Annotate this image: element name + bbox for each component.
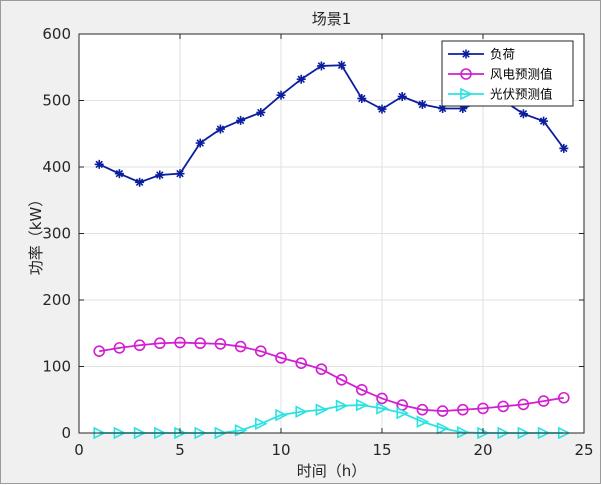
data-point bbox=[214, 338, 227, 350]
y-tick-label: 300 bbox=[42, 225, 71, 243]
data-point bbox=[275, 352, 287, 364]
axis-ticks: 0 5 10 15 20 25 0 100 200 300 400 500 600 bbox=[42, 25, 593, 459]
data-point bbox=[93, 345, 105, 358]
data-point bbox=[397, 92, 407, 102]
y-tick-label: 0 bbox=[61, 424, 71, 442]
data-point bbox=[559, 143, 569, 153]
data-point bbox=[113, 342, 126, 354]
data-point bbox=[377, 104, 387, 114]
data-point bbox=[114, 169, 124, 179]
data-point bbox=[295, 357, 308, 369]
data-point bbox=[417, 99, 427, 109]
data-point bbox=[315, 363, 328, 375]
data-point bbox=[154, 337, 166, 350]
data-point bbox=[518, 109, 528, 119]
data-point bbox=[376, 392, 388, 405]
y-tick-label: 400 bbox=[42, 158, 71, 176]
data-point bbox=[256, 107, 266, 117]
data-point bbox=[234, 340, 247, 353]
x-axis-label: 时间（h） bbox=[297, 462, 367, 480]
x-tick-label: 5 bbox=[175, 441, 185, 459]
y-tick-label: 600 bbox=[42, 25, 71, 43]
legend-label: 风电预测值 bbox=[490, 67, 553, 82]
data-point bbox=[436, 405, 449, 417]
data-point bbox=[355, 383, 368, 396]
legend-item[interactable]: 光伏预测值 bbox=[448, 87, 553, 102]
data-point bbox=[355, 398, 369, 412]
data-point bbox=[175, 169, 185, 179]
data-point bbox=[195, 138, 205, 148]
data-point bbox=[376, 402, 389, 415]
data-point bbox=[456, 403, 469, 416]
legend-label: 负荷 bbox=[490, 47, 515, 62]
data-point bbox=[236, 115, 246, 125]
data-point bbox=[215, 124, 225, 134]
legend-marker bbox=[461, 49, 471, 59]
data-point bbox=[539, 116, 549, 126]
y-tick-label: 200 bbox=[42, 291, 71, 309]
data-point bbox=[477, 402, 489, 415]
x-tick-label: 20 bbox=[473, 441, 492, 459]
data-point bbox=[94, 159, 104, 169]
data-point bbox=[436, 422, 450, 435]
data-point bbox=[335, 399, 349, 413]
data-point bbox=[254, 345, 267, 358]
data-point bbox=[396, 406, 409, 420]
data-point bbox=[315, 403, 329, 417]
chart-title: 场景1 bbox=[312, 10, 352, 28]
data-point bbox=[133, 339, 146, 352]
data-point bbox=[255, 417, 268, 430]
data-point bbox=[456, 426, 470, 439]
legend-label: 光伏预测值 bbox=[490, 87, 553, 102]
legend-marker bbox=[460, 87, 473, 101]
data-point bbox=[557, 391, 570, 404]
x-tick-label: 10 bbox=[271, 441, 290, 459]
data-point bbox=[416, 403, 429, 416]
y-tick-label: 100 bbox=[42, 358, 71, 376]
data-point bbox=[275, 408, 288, 422]
legend-marker bbox=[460, 68, 472, 80]
data-point bbox=[135, 177, 145, 187]
series-line bbox=[99, 341, 564, 412]
legend-item[interactable]: 风电预测值 bbox=[448, 67, 553, 82]
x-tick-label: 25 bbox=[574, 441, 593, 459]
x-tick-label: 15 bbox=[372, 441, 391, 459]
data-point bbox=[316, 61, 326, 71]
legend-item[interactable]: 负荷 bbox=[448, 47, 515, 62]
data-point bbox=[497, 400, 510, 413]
series-1 bbox=[93, 336, 570, 417]
data-point bbox=[276, 90, 286, 100]
y-tick-label: 500 bbox=[42, 92, 71, 110]
y-axis-label: 功率（kW） bbox=[27, 192, 45, 276]
data-point bbox=[295, 405, 308, 419]
data-point bbox=[155, 170, 165, 180]
data-point bbox=[335, 373, 348, 386]
data-point bbox=[416, 415, 430, 428]
data-point bbox=[357, 94, 367, 104]
data-point bbox=[174, 336, 186, 349]
data-point bbox=[337, 60, 347, 70]
data-point bbox=[517, 398, 530, 411]
data-point bbox=[194, 337, 206, 350]
x-tick-label: 0 bbox=[74, 441, 84, 459]
data-point bbox=[537, 395, 550, 407]
grid-lines bbox=[78, 33, 585, 434]
data-point bbox=[296, 74, 306, 84]
